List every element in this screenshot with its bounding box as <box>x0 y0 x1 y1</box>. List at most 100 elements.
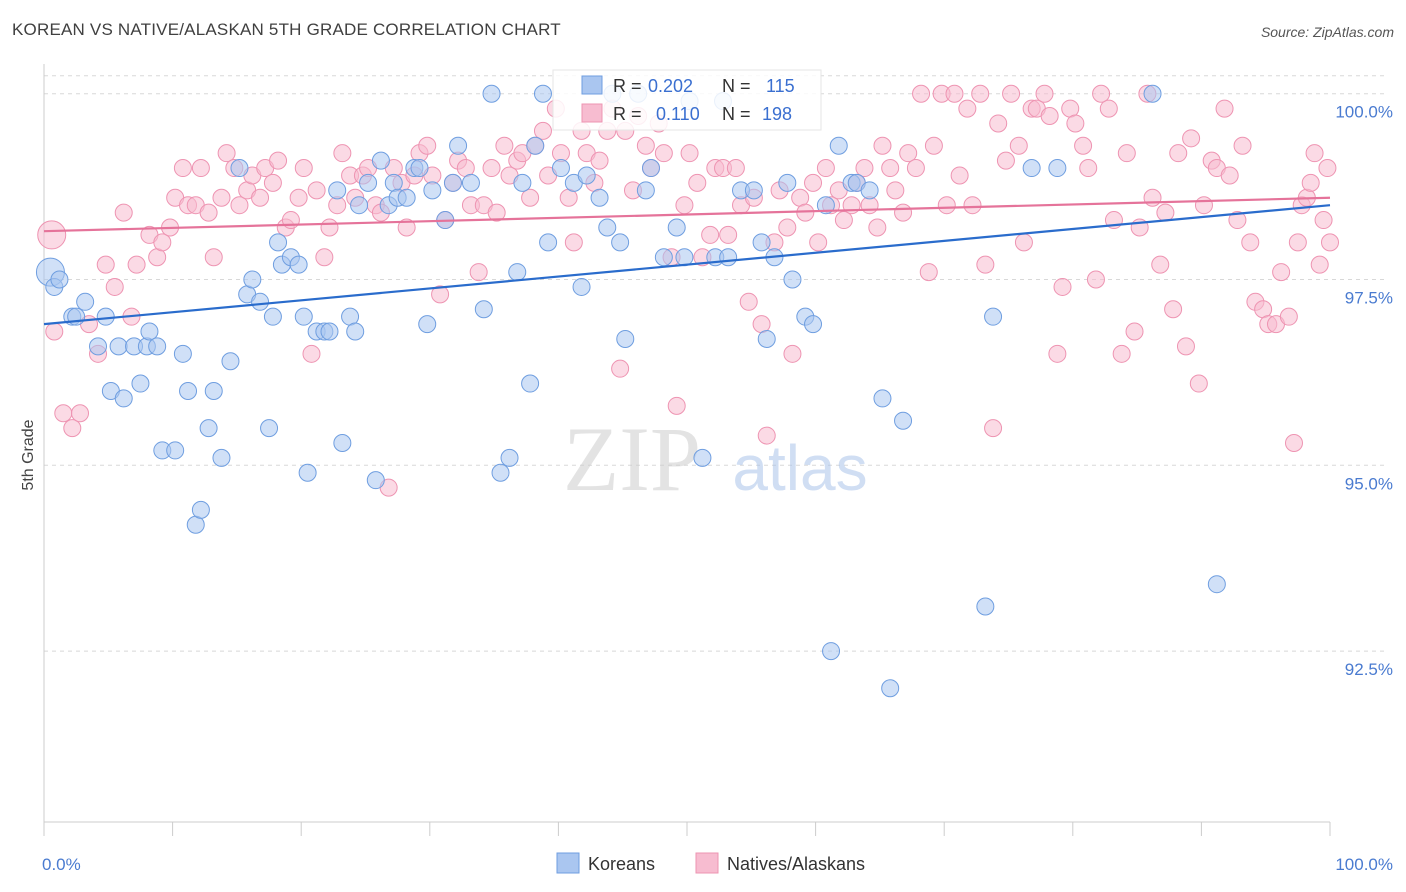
korean-point-107 <box>881 679 900 698</box>
korean-point-75 <box>590 188 609 207</box>
natives-point-71 <box>521 188 540 207</box>
natives-point-39 <box>315 248 334 267</box>
natives-point-115 <box>804 173 823 192</box>
natives-point-67 <box>495 136 514 155</box>
korean-point-10 <box>114 389 133 408</box>
korean-point-70 <box>539 233 558 252</box>
korean-point-28 <box>243 270 262 289</box>
bottom-legend-natives: Natives/Alaskans <box>727 854 865 874</box>
korean-point-111 <box>1022 159 1041 178</box>
korean-point-110 <box>984 307 1003 326</box>
korean-point-113 <box>1143 84 1162 103</box>
korean-point-18 <box>173 344 192 363</box>
bottom-legend-swatch-koreans <box>556 852 580 874</box>
natives-point-161 <box>1099 99 1118 118</box>
korean-point-7 <box>96 307 115 326</box>
legend-n-value-1: 115 <box>766 76 795 96</box>
natives-point-95 <box>675 196 694 215</box>
stats-legend: R = 0.202 N = 115 R = 0.110 N = 198 <box>552 69 822 131</box>
korean-point-69 <box>533 84 552 103</box>
natives-point-66 <box>487 203 506 222</box>
natives-point-198 <box>1318 159 1337 178</box>
korean-point-60 <box>461 173 480 192</box>
natives-point-123 <box>855 159 874 178</box>
korean-point-68 <box>526 136 545 155</box>
trend-lines <box>43 196 1331 326</box>
legend-n-label-1: N = <box>722 76 751 96</box>
natives-point-35 <box>289 188 308 207</box>
natives-point-102 <box>719 225 738 244</box>
korean-point-41 <box>328 181 347 200</box>
korean-point-48 <box>371 151 390 170</box>
legend-r-label-1: R = <box>613 76 642 96</box>
y-tick-label-1: 95.0% <box>1345 474 1393 493</box>
natives-point-120 <box>834 211 853 230</box>
korean-point-29 <box>251 292 270 311</box>
natives-point-142 <box>976 255 995 274</box>
legend-swatch-natives <box>581 103 603 123</box>
korean-point-76 <box>598 218 617 237</box>
legend-r-value-2: 0.110 <box>656 104 700 124</box>
natives-point-171 <box>1164 300 1183 319</box>
natives-point-154 <box>1053 277 1072 296</box>
natives-point-22 <box>204 248 223 267</box>
korean-point-78 <box>611 233 630 252</box>
legend-r-value-1: 0.202 <box>648 76 693 96</box>
korean-point-12 <box>131 374 150 393</box>
korean-point-14 <box>140 322 159 341</box>
natives-point-31 <box>263 173 282 192</box>
watermark: ZIP atlas <box>563 408 868 510</box>
natives-point-136 <box>937 196 956 215</box>
bottom-legend-swatch-natives <box>695 852 719 874</box>
watermark-zip: ZIP <box>563 408 701 510</box>
natives-point-128 <box>886 181 905 200</box>
natives-point-194 <box>1301 173 1320 192</box>
korean-point-42 <box>333 434 352 452</box>
natives-point-179 <box>1215 99 1234 118</box>
y-tick-labels: 92.5% 95.0% 97.5% 100.0% <box>1335 103 1393 679</box>
natives-point-127 <box>881 159 900 178</box>
natives-point-146 <box>1002 84 1021 103</box>
korean-point-26 <box>230 159 249 178</box>
korean-point-59 <box>449 136 468 155</box>
natives-point-9 <box>114 203 133 222</box>
natives-point-57 <box>431 285 450 304</box>
natives-point-144 <box>989 114 1008 133</box>
natives-point-176 <box>1194 196 1213 215</box>
natives-point-143 <box>984 419 1003 438</box>
watermark-atlas: atlas <box>732 432 867 504</box>
natives-point-55 <box>418 136 437 155</box>
natives-point-131 <box>906 159 925 178</box>
natives-point-105 <box>739 292 758 311</box>
korean-point-25 <box>221 352 240 371</box>
korean-point-50 <box>384 173 403 192</box>
trend-line-natives <box>43 196 1331 233</box>
y-tick-label-3: 100.0% <box>1335 103 1393 122</box>
source-credit: Source: ZipAtlas.com <box>1260 24 1394 40</box>
korean-point-6 <box>89 337 108 356</box>
korean-point-99 <box>804 315 823 334</box>
natives-point-52 <box>397 218 416 237</box>
korean-point-30 <box>260 419 279 438</box>
korean-point-35 <box>289 255 308 274</box>
natives-point-108 <box>757 426 776 445</box>
natives-point-38 <box>307 181 326 200</box>
natives-point-8 <box>105 277 124 296</box>
natives-point-132 <box>912 84 931 103</box>
natives-point-63 <box>469 263 488 282</box>
korean-point-92 <box>744 181 763 200</box>
natives-point-20 <box>191 159 210 178</box>
natives-point-134 <box>924 136 943 155</box>
natives-point-163 <box>1112 344 1131 363</box>
korean-point-112 <box>1048 159 1067 178</box>
korean-point-66 <box>513 173 532 192</box>
series-koreans <box>35 84 1226 698</box>
natives-point-130 <box>899 144 918 163</box>
natives-point-139 <box>958 99 977 118</box>
korean-point-2 <box>50 270 69 289</box>
korean-point-23 <box>204 381 223 400</box>
natives-point-191 <box>1288 233 1307 252</box>
korean-point-74 <box>577 166 596 185</box>
natives-point-182 <box>1233 136 1252 155</box>
korean-point-17 <box>166 441 185 460</box>
